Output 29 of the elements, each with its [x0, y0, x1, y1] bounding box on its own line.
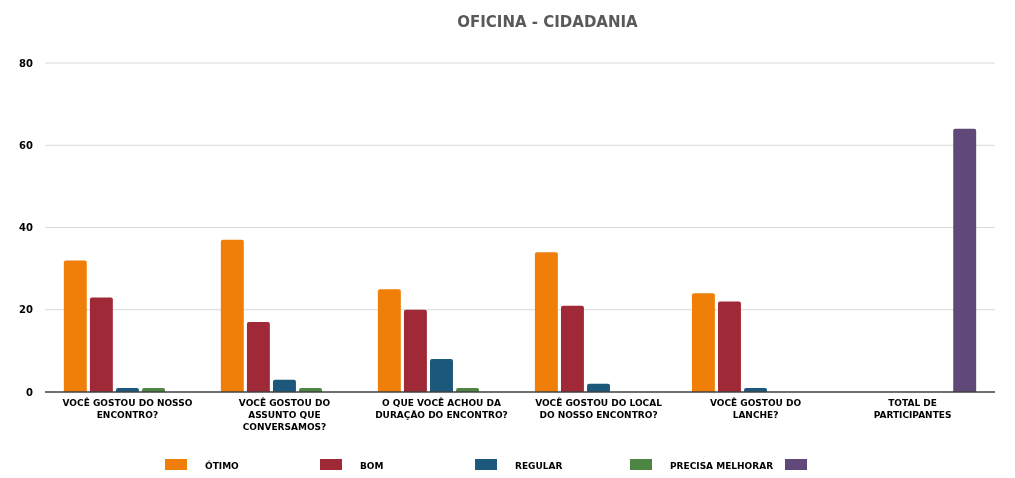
y-tick-label: 0 — [26, 386, 34, 398]
bar — [534, 252, 558, 392]
bar — [718, 301, 741, 392]
bar — [63, 260, 87, 392]
bar — [691, 293, 715, 392]
x-tick-label: VOCÊ GOSTOU DO LOCAL DO NOSSO ENCONTRO? — [535, 397, 663, 420]
bar — [272, 379, 296, 392]
legend-label: REGULAR — [515, 461, 563, 471]
bar — [377, 289, 401, 392]
chart-title: OFICINA - CIDADANIA — [457, 13, 639, 31]
y-tick-label: 20 — [19, 304, 34, 316]
legend-label: ÓTIMO — [205, 460, 240, 471]
bar — [89, 297, 113, 392]
x-tick-label: TOTAL DE PARTICIPANTES — [873, 398, 952, 420]
bar — [246, 322, 270, 392]
legend-label: BOM — [360, 461, 384, 471]
legend-label: PRECISA MELHORAR — [670, 461, 774, 471]
x-tick-label: VOCÊ GOSTOU DO LANCHE? — [709, 397, 802, 420]
bar — [430, 359, 453, 392]
y-tick-label: 60 — [19, 139, 34, 151]
y-tick-label: 40 — [19, 222, 34, 233]
x-tick-label: VOCÊ GOSTOU DO ASSUNTO QUE CONVERSAMOS? — [238, 397, 331, 432]
bar — [953, 128, 977, 392]
x-tick-label: VOCÊ GOSTOU DO NOSSO ENCONTRO? — [62, 397, 193, 420]
bar — [403, 309, 427, 392]
y-tick-label: 80 — [19, 57, 34, 69]
bar — [220, 239, 244, 392]
bar — [560, 305, 584, 392]
x-tick-label: O QUE VOCÊ ACHOU DA DURAÇÃO DO ENCONTRO? — [375, 397, 508, 420]
